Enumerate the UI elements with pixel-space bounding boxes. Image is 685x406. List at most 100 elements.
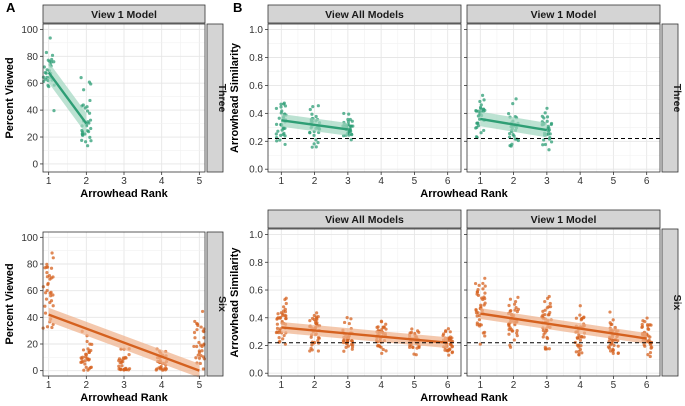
data-point	[577, 345, 581, 349]
data-point	[196, 353, 200, 357]
x-tick-label: 2	[312, 380, 318, 391]
data-point	[127, 353, 131, 357]
data-point	[608, 310, 612, 314]
data-point	[202, 343, 206, 347]
facet-row-label: Six	[671, 295, 683, 311]
data-point	[612, 343, 616, 348]
data-point	[648, 354, 652, 359]
y-axis-title: Arrowhead Similarity	[229, 247, 241, 358]
data-point	[577, 353, 581, 357]
data-point	[310, 112, 314, 116]
data-point	[308, 131, 312, 135]
y-tick-label: 100	[21, 25, 38, 36]
data-point	[43, 304, 47, 308]
x-tick-label: 5	[611, 380, 617, 391]
data-point	[87, 350, 92, 354]
data-point	[84, 140, 88, 144]
data-point	[481, 287, 485, 291]
y-tick-label: 20	[27, 133, 39, 144]
data-point	[648, 340, 652, 344]
data-point	[342, 111, 346, 116]
data-point	[476, 311, 480, 315]
x-tick-label: 2	[312, 176, 318, 187]
data-point	[616, 351, 620, 355]
data-point	[545, 335, 549, 340]
data-point	[516, 307, 521, 311]
data-point	[349, 132, 354, 136]
data-point	[380, 327, 384, 332]
data-point	[450, 350, 455, 354]
data-point	[482, 128, 486, 133]
data-point	[45, 262, 49, 266]
data-point	[199, 325, 203, 329]
y-tick-label: 0.6	[249, 286, 263, 297]
data-point	[547, 294, 551, 299]
data-point	[316, 314, 320, 319]
data-point	[508, 345, 513, 349]
data-point	[578, 338, 583, 342]
data-point	[316, 140, 320, 145]
x-tick-label: 4	[577, 176, 583, 187]
data-point	[512, 134, 516, 138]
y-axis-title: Percent Viewed	[4, 263, 16, 344]
data-point	[195, 344, 199, 349]
data-point	[578, 313, 582, 317]
data-point	[477, 283, 481, 287]
data-point	[88, 98, 92, 103]
data-point	[542, 138, 546, 142]
data-point	[474, 108, 478, 113]
data-point	[549, 140, 554, 144]
panel-b-six-one: 1 2 3 4 5 6 View 1 Model Six	[464, 209, 683, 391]
data-point	[449, 339, 453, 343]
y-tick-label: 60	[27, 79, 39, 90]
x-tick-label: 4	[378, 176, 384, 187]
data-point	[508, 297, 513, 301]
data-point	[649, 323, 653, 327]
data-point	[477, 318, 482, 322]
y-tick-label: 1.0	[249, 25, 263, 36]
facet-title: View 1 Model	[531, 214, 597, 226]
data-point	[278, 316, 282, 320]
data-point	[276, 312, 280, 316]
data-point	[575, 336, 579, 340]
data-point	[474, 307, 478, 312]
data-point	[446, 327, 451, 331]
data-point	[52, 60, 56, 64]
data-point	[274, 330, 279, 335]
b-top-x-axis-title: Arrowhead Rank	[420, 188, 508, 200]
data-point	[275, 322, 279, 326]
data-point	[646, 324, 650, 328]
panel-b-three-one: 1 2 3 4 5 6 View 1 Model Three	[464, 4, 683, 187]
x-tick-label: 5	[197, 380, 203, 391]
data-point	[86, 144, 90, 148]
data-point	[201, 355, 205, 359]
data-point	[480, 93, 485, 97]
data-point	[80, 360, 84, 364]
data-point	[579, 334, 584, 339]
data-point	[197, 349, 201, 353]
data-point	[479, 131, 483, 135]
data-point	[86, 368, 90, 372]
data-point	[310, 340, 314, 344]
data-point	[574, 316, 578, 320]
data-point	[541, 143, 545, 147]
data-point	[284, 301, 288, 306]
data-point	[197, 356, 202, 360]
data-point	[547, 312, 551, 317]
data-point	[283, 342, 288, 346]
data-point	[163, 366, 168, 370]
data-point	[44, 71, 48, 75]
x-tick-label: 4	[159, 380, 165, 391]
data-point	[545, 106, 549, 110]
data-point	[310, 316, 315, 321]
y-tick-label: 0.0	[249, 369, 263, 380]
data-point	[80, 132, 85, 137]
data-point	[475, 125, 479, 129]
data-point	[507, 332, 511, 336]
data-point	[514, 97, 518, 101]
data-point	[545, 115, 550, 119]
x-tick-label: 5	[412, 176, 418, 187]
y-tick-label: 0.8	[249, 258, 263, 269]
fit-line	[480, 117, 548, 132]
